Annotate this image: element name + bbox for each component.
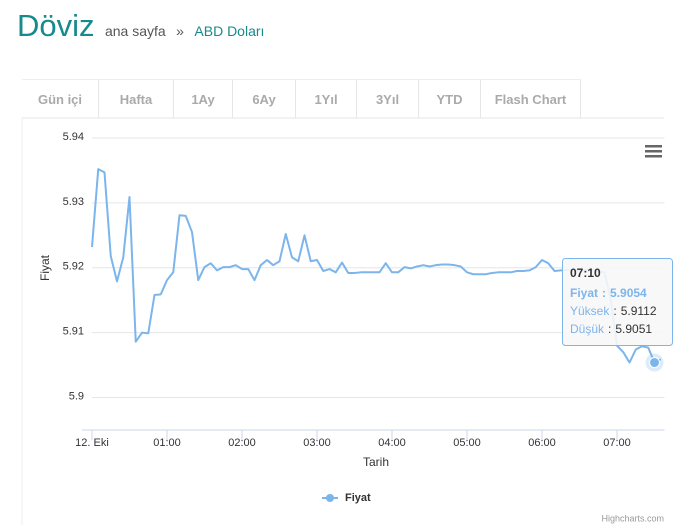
- legend-label: Fiyat: [345, 492, 371, 504]
- tooltip-value: 5.9112: [621, 304, 657, 318]
- tooltip-separator: :: [602, 286, 606, 300]
- tooltip-separator: :: [613, 304, 616, 318]
- tooltip-row: Fiyat:5.9054: [570, 286, 647, 300]
- x-tick-label: 04:00: [378, 437, 406, 449]
- y-tick-label: 5.93: [63, 196, 84, 208]
- x-axis-label: Tarih: [363, 455, 389, 469]
- range-tab[interactable]: Hafta: [99, 80, 174, 118]
- range-tab[interactable]: 6Ay: [233, 80, 296, 118]
- x-tick-label: 03:00: [303, 437, 331, 449]
- range-tab[interactable]: Flash Chart: [481, 80, 581, 118]
- legend-marker: [326, 494, 334, 502]
- hover-point: [649, 357, 660, 369]
- tooltip-row: Düşük:5.9051: [570, 322, 652, 336]
- menu-bar: [645, 150, 662, 153]
- x-tick-label: 06:00: [528, 437, 556, 449]
- tooltip-label: Yüksek: [570, 304, 610, 318]
- tooltip-value: 5.9054: [610, 286, 647, 300]
- tooltip-box: [562, 258, 673, 346]
- tooltip-separator: :: [608, 322, 611, 336]
- y-tick-label: 5.92: [63, 261, 84, 273]
- range-tab[interactable]: Gün içi: [22, 80, 99, 118]
- tooltip-value: 5.9051: [615, 322, 652, 336]
- x-tick-label: 02:00: [228, 437, 256, 449]
- menu-bar: [645, 145, 662, 148]
- x-tick-label: 07:00: [603, 437, 631, 449]
- breadcrumb-home[interactable]: ana sayfa: [104, 23, 166, 39]
- y-tick-label: 5.9: [69, 390, 84, 402]
- x-tick-label: 01:00: [153, 437, 181, 449]
- x-tick-label: 12. Eki: [75, 437, 109, 449]
- credits: Highcharts.com: [601, 513, 664, 523]
- y-axis-label: Fiyat: [38, 254, 52, 281]
- menu-bar: [645, 155, 662, 158]
- header: Döviz ana sayfa » ABD Doları: [17, 8, 264, 44]
- page-title: Döviz: [17, 8, 95, 43]
- tooltip-label: Fiyat: [570, 286, 598, 300]
- range-tab[interactable]: 1Yıl: [296, 80, 357, 118]
- tooltip-row: Yüksek:5.9112: [570, 304, 657, 318]
- y-tick-label: 5.94: [63, 131, 84, 143]
- range-tabs: Gün içi Hafta 1Ay 6Ay 1Yıl 3Yıl YTD Flash Chart: [22, 79, 581, 118]
- menu-icon[interactable]: [645, 145, 662, 158]
- y-tick-label: 5.91: [63, 326, 84, 338]
- breadcrumb-current: ABD Doları: [194, 23, 265, 39]
- breadcrumb-separator: »: [176, 23, 184, 39]
- range-tab[interactable]: YTD: [419, 80, 481, 118]
- range-tab[interactable]: 3Yıl: [357, 80, 419, 118]
- range-tab[interactable]: 1Ay: [174, 80, 233, 118]
- tooltip-label: Düşük: [570, 322, 605, 336]
- x-tick-label: 05:00: [453, 437, 481, 449]
- tooltip: 07:10Fiyat:5.9054Yüksek:5.9112Düşük:5.90…: [562, 258, 673, 346]
- tooltip-time: 07:10: [570, 266, 601, 280]
